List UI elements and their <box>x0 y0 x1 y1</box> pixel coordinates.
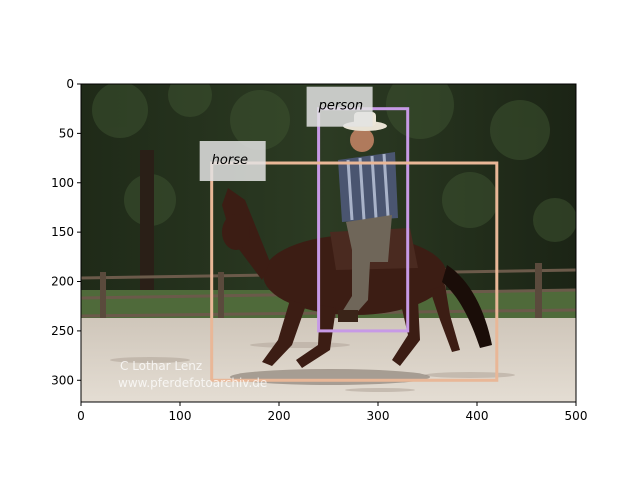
detection-boxes: person horse <box>199 86 499 382</box>
axes-frame <box>80 83 577 403</box>
horse-detection: horse <box>199 141 499 382</box>
horse-label-background <box>199 141 266 182</box>
person-detection: person <box>306 86 410 333</box>
watermark: C Lothar Lenz www.pferdefotoarchiv.de <box>118 359 267 390</box>
watermark-line1: C Lothar Lenz <box>120 359 202 373</box>
horse-label: horse <box>212 153 248 168</box>
person-label-background <box>306 86 373 127</box>
y-tick-label: 50 <box>59 126 74 140</box>
x-tick-label: 200 <box>268 409 291 423</box>
horse-bounding-box <box>210 161 499 382</box>
y-tick-label: 250 <box>51 324 74 338</box>
x-tick-label: 0 <box>77 409 85 423</box>
x-tick-label: 100 <box>169 409 192 423</box>
photo <box>81 84 576 402</box>
watermark-line2: www.pferdefotoarchiv.de <box>118 376 267 390</box>
y-tick-label: 150 <box>51 225 74 239</box>
x-tick-label: 500 <box>565 409 588 423</box>
y-tick-label: 300 <box>51 373 74 387</box>
x-tick-label: 400 <box>466 409 489 423</box>
y-tick-label: 200 <box>51 275 74 289</box>
y-tick-label: 100 <box>51 176 74 190</box>
person-label: person <box>318 99 364 114</box>
y-tick-label: 0 <box>66 77 74 91</box>
y-axis: 0 50 100 150 200 250 300 <box>51 77 81 387</box>
x-axis: 0 100 200 300 400 500 <box>77 402 587 423</box>
x-tick-label: 300 <box>367 409 390 423</box>
